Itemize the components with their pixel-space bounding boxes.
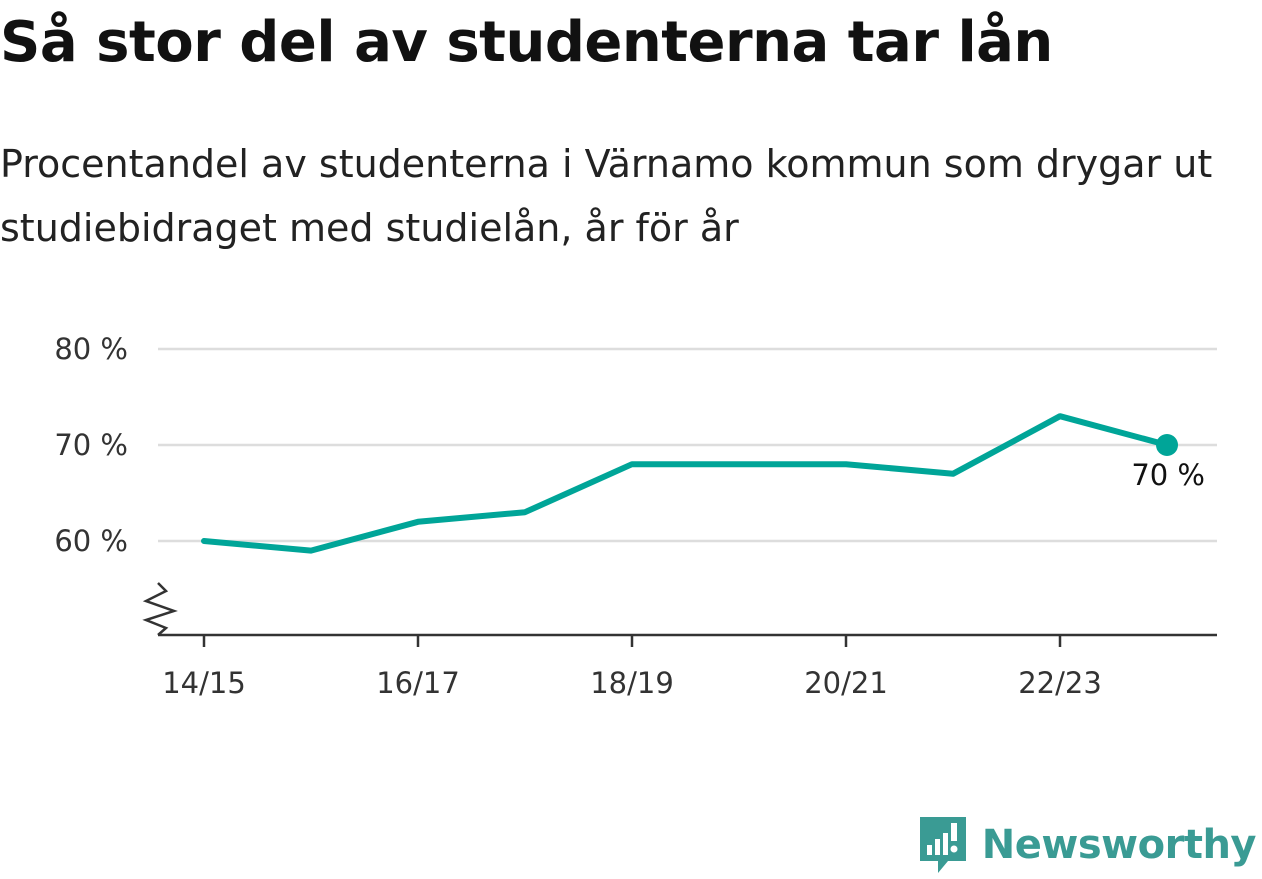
x-tick-label: 22/23: [1018, 666, 1102, 700]
y-tick-label: 80 %: [54, 332, 128, 366]
end-value-label: 70 %: [1131, 458, 1205, 492]
brand-logo: Newsworthy: [918, 815, 1257, 875]
y-tick-label: 70 %: [54, 428, 128, 462]
x-tick-label: 18/19: [590, 666, 674, 700]
y-axis-labels: 60 % 70 % 80 %: [54, 332, 128, 558]
x-tick-label: 20/21: [804, 666, 888, 700]
x-tick-label: 14/15: [162, 666, 246, 700]
x-tick-label: 16/17: [376, 666, 460, 700]
y-tick-label: 60 %: [54, 524, 128, 558]
chart-subtitle: Procentandel av studenterna i Värnamo ko…: [0, 142, 1213, 250]
gridlines: [158, 347, 1217, 543]
brand-name: Newsworthy: [981, 822, 1257, 868]
newsworthy-logo-icon: [919, 817, 966, 873]
end-point-marker: [1156, 434, 1178, 456]
series-line: [201, 413, 1170, 554]
series: 70 %: [201, 413, 1205, 554]
x-axis: [142, 582, 1217, 647]
axis-break-icon: [142, 582, 178, 636]
x-axis-labels: 14/15 16/17 18/19 20/21 22/23: [162, 666, 1102, 700]
chart-title: Så stor del av studenterna tar lån: [0, 10, 1053, 75]
